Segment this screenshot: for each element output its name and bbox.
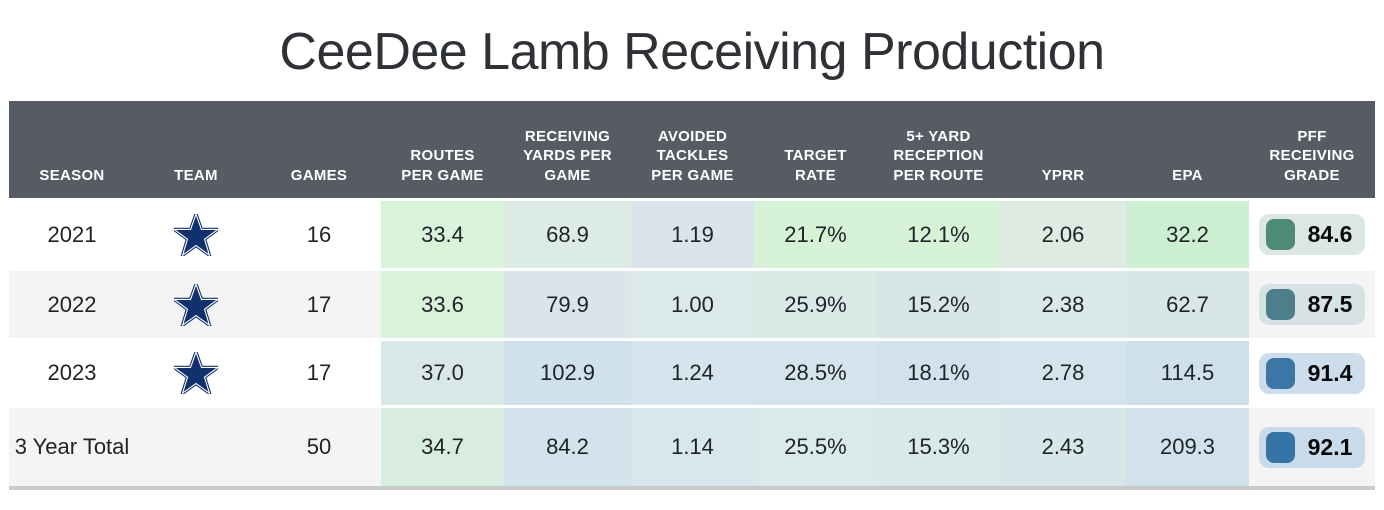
receiving-yards-per-game-cell: 79.9 xyxy=(504,271,631,341)
games-cell: 16 xyxy=(257,201,381,271)
routes-per-game-cell: 33.6 xyxy=(381,271,504,341)
column-header-target-rate: TARGET RATE xyxy=(784,147,847,184)
grade-badge: 84.6 xyxy=(1258,214,1366,255)
games-cell: 17 xyxy=(257,271,381,341)
epa-cell: 62.7 xyxy=(1126,271,1249,341)
five-plus-yard-reception-cell: 18.1% xyxy=(877,341,1000,408)
target-rate-cell: 25.5% xyxy=(754,408,877,486)
games-cell: 50 xyxy=(257,408,381,486)
receiving-yards-per-game-cell: 102.9 xyxy=(504,341,631,408)
season-cell: 2021 xyxy=(9,201,135,271)
column-header-team: TEAM xyxy=(174,166,218,184)
team-cell xyxy=(135,271,257,341)
team-cell xyxy=(135,201,257,271)
season-cell: 2022 xyxy=(9,271,135,341)
team-cell xyxy=(135,408,257,486)
table-row-2022: 2022 17 33.6 79.9 1.00 25.9% 15.2% 2.38 … xyxy=(9,271,1375,341)
grade-badge: 92.1 xyxy=(1258,426,1366,468)
grade-color-chip xyxy=(1265,357,1295,389)
yprr-cell: 2.06 xyxy=(1000,201,1126,271)
target-rate-cell: 25.9% xyxy=(754,271,877,341)
pff-grade-cell: 92.1 xyxy=(1249,408,1375,486)
grade-value: 84.6 xyxy=(1307,221,1353,248)
avoided-tackles-per-game-cell: 1.00 xyxy=(631,271,754,341)
column-header-season: SEASON xyxy=(39,166,105,184)
routes-per-game-cell: 33.4 xyxy=(381,201,504,271)
stats-table: SEASON TEAM GAMES ROUTES PER GAME RECEIV… xyxy=(9,101,1375,490)
season-cell: 3 Year Total xyxy=(9,408,135,486)
grade-badge: 87.5 xyxy=(1258,284,1366,325)
games-cell: 17 xyxy=(257,341,381,408)
table-header-row: SEASON TEAM GAMES ROUTES PER GAME RECEIV… xyxy=(9,101,1375,198)
five-plus-yard-reception-cell: 15.2% xyxy=(877,271,1000,341)
grade-color-chip xyxy=(1265,219,1295,250)
column-header-epa: EPA xyxy=(1172,166,1203,184)
column-header-pff-receiving-grade: PFF RECEIVING GRADE xyxy=(1269,127,1355,184)
grade-value: 92.1 xyxy=(1307,433,1353,460)
column-header-yprr: YPRR xyxy=(1041,166,1085,184)
routes-per-game-cell: 34.7 xyxy=(381,408,504,486)
epa-cell: 209.3 xyxy=(1126,408,1249,486)
grade-value: 87.5 xyxy=(1307,291,1353,318)
table-row-3-year-total: 3 Year Total 50 34.7 84.2 1.14 25.5% 15.… xyxy=(9,408,1375,486)
routes-per-game-cell: 37.0 xyxy=(381,341,504,408)
page-title: CeeDee Lamb Receiving Production xyxy=(279,23,1105,81)
grade-color-chip xyxy=(1265,289,1295,320)
grade-color-chip xyxy=(1265,431,1295,463)
column-header-games: GAMES xyxy=(290,166,348,184)
epa-cell: 32.2 xyxy=(1126,201,1249,271)
avoided-tackles-per-game-cell: 1.19 xyxy=(631,201,754,271)
receiving-yards-per-game-cell: 68.9 xyxy=(504,201,631,271)
column-header-5-yard-reception-per-route: 5+ YARD RECEPTION PER ROUTE xyxy=(893,127,984,184)
season-cell: 2023 xyxy=(9,341,135,408)
yprr-cell: 2.38 xyxy=(1000,271,1126,341)
five-plus-yard-reception-cell: 15.3% xyxy=(877,408,1000,486)
avoided-tackles-per-game-cell: 1.14 xyxy=(631,408,754,486)
grade-badge: 91.4 xyxy=(1258,352,1366,394)
pff-grade-cell: 87.5 xyxy=(1249,271,1375,341)
table-row-2021: 2021 16 33.4 68.9 1.19 21.7% 12.1% 2.06 … xyxy=(9,201,1375,271)
epa-cell: 114.5 xyxy=(1126,341,1249,408)
column-header-receiving-yards-per-game: RECEIVING YARDS PER GAME xyxy=(523,127,612,184)
cowboys-star-icon xyxy=(174,352,218,394)
pff-grade-cell: 84.6 xyxy=(1249,201,1375,271)
five-plus-yard-reception-cell: 12.1% xyxy=(877,201,1000,271)
target-rate-cell: 21.7% xyxy=(754,201,877,271)
avoided-tackles-per-game-cell: 1.24 xyxy=(631,341,754,408)
table-row-2023: 2023 17 37.0 102.9 1.24 28.5% 18.1% 2.78… xyxy=(9,341,1375,408)
yprr-cell: 2.78 xyxy=(1000,341,1126,408)
column-header-avoided-tackles-per-game: AVOIDED TACKLES PER GAME xyxy=(651,127,734,184)
column-header-routes-per-game: ROUTES PER GAME xyxy=(401,147,484,184)
receiving-yards-per-game-cell: 84.2 xyxy=(504,408,631,486)
team-cell xyxy=(135,341,257,408)
pff-grade-cell: 91.4 xyxy=(1249,341,1375,408)
yprr-cell: 2.43 xyxy=(1000,408,1126,486)
grade-value: 91.4 xyxy=(1307,359,1353,386)
cowboys-star-icon xyxy=(174,213,218,256)
cowboys-star-icon xyxy=(174,283,218,326)
target-rate-cell: 28.5% xyxy=(754,341,877,408)
